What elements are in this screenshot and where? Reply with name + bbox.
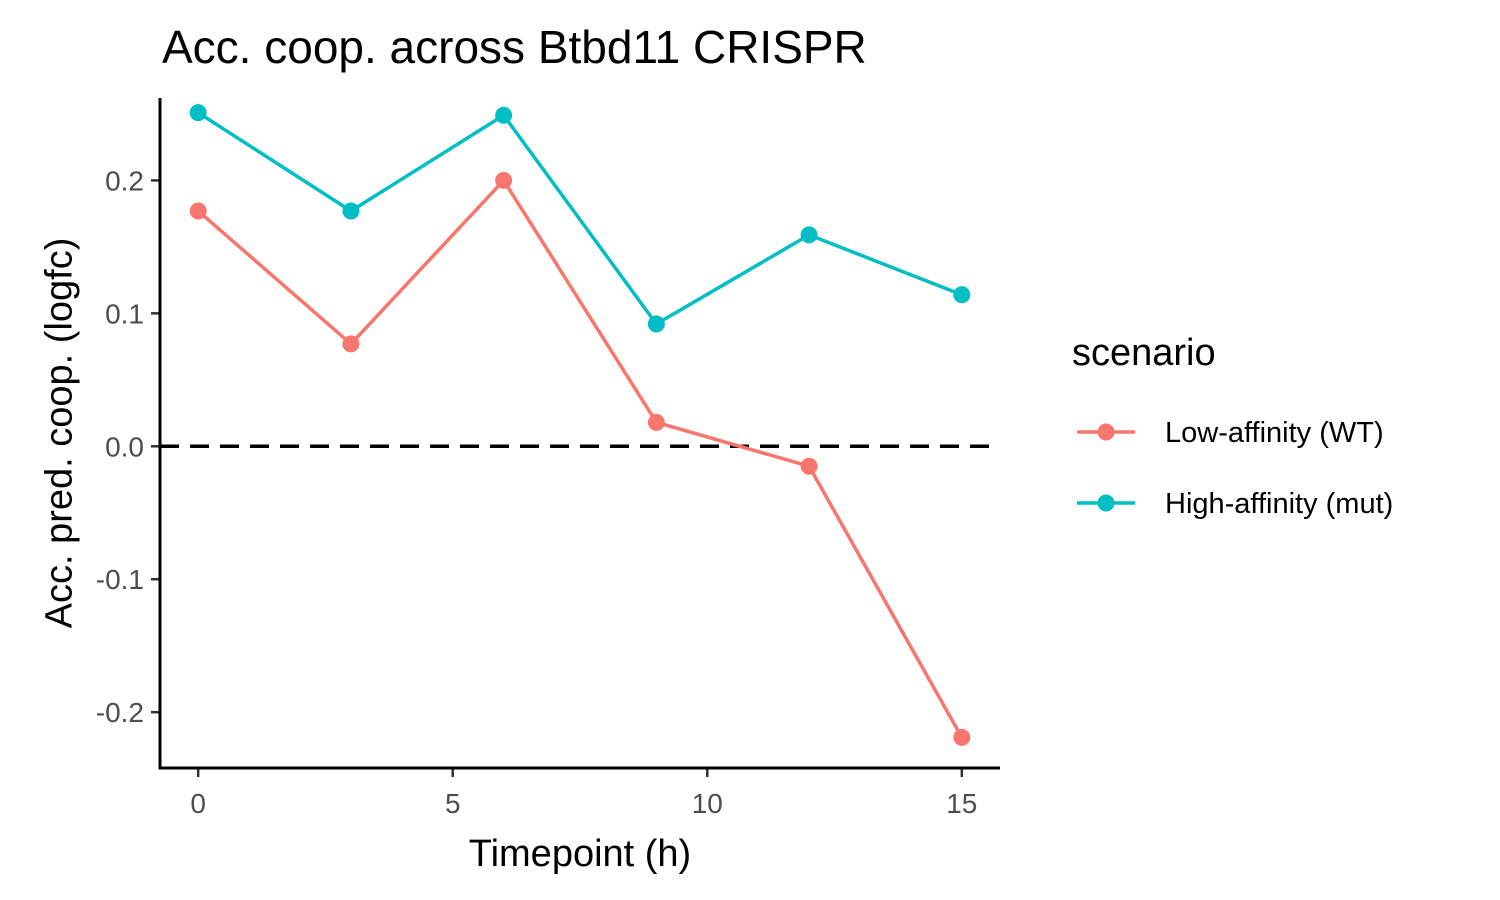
data-point — [953, 286, 971, 304]
legend-label: Low-affinity (WT) — [1165, 417, 1384, 449]
data-point — [495, 171, 513, 189]
series-line — [197, 178, 964, 739]
chart-title: Acc. coop. across Btbd11 CRISPR — [162, 21, 867, 73]
data-point — [953, 728, 971, 746]
y-tick-label: 0.1 — [105, 298, 144, 329]
data-point — [189, 104, 207, 122]
data-point — [800, 226, 818, 244]
legend-item: High-affinity (mut) — [1077, 488, 1393, 520]
legend-items: Low-affinity (WT) High-affinity (mut) — [1077, 417, 1393, 520]
data-point — [342, 202, 360, 220]
x-axis-title: Timepoint (h) — [469, 833, 691, 875]
data-point — [647, 413, 665, 431]
legend: scenario Low-affinity (WT) High-affinity … — [1072, 332, 1393, 520]
y-axis-title: Acc. pred. coop. (logfc) — [38, 238, 80, 629]
legend-swatch-point — [1097, 423, 1115, 441]
series-0 — [189, 171, 971, 746]
y-tick-label: -0.1 — [96, 564, 144, 595]
data-point — [495, 106, 513, 124]
y-axis-ticks: -0.2 -0.1 0.0 0.1 0.2 — [96, 165, 160, 728]
series-layer — [189, 104, 971, 746]
x-axis-ticks: 0 5 10 15 — [190, 768, 977, 819]
x-tick-label: 10 — [692, 788, 723, 819]
legend-item: Low-affinity (WT) — [1077, 417, 1384, 449]
legend-swatch-point — [1097, 494, 1115, 512]
data-point — [647, 315, 665, 333]
legend-label: High-affinity (mut) — [1165, 488, 1393, 520]
plot-area: -0.2 -0.1 0.0 0.1 0.2 0 5 10 15 — [96, 98, 1000, 819]
data-point — [189, 202, 207, 220]
series-line — [197, 111, 963, 326]
x-tick-label: 15 — [946, 788, 977, 819]
x-tick-label: 5 — [445, 788, 461, 819]
y-tick-label: 0.0 — [105, 431, 144, 462]
data-point — [800, 457, 818, 475]
y-tick-label: -0.2 — [96, 697, 144, 728]
y-tick-label: 0.2 — [105, 165, 144, 196]
x-tick-label: 0 — [190, 788, 206, 819]
series-1 — [189, 104, 971, 333]
data-point — [342, 335, 360, 353]
legend-title: scenario — [1072, 332, 1216, 374]
